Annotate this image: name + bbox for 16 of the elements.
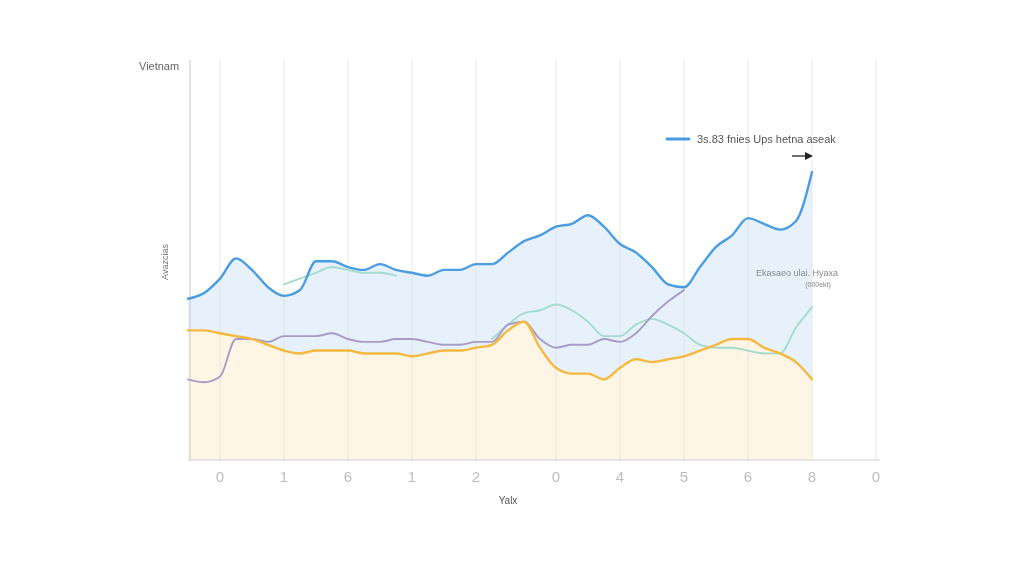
annotation: Ekasaeo ulai. Hyaxa <box>755 268 839 278</box>
chart-title: Vietnam <box>139 60 180 72</box>
x-tick-label: 5 <box>679 468 689 485</box>
x-tick-label: 0 <box>215 468 225 485</box>
legend-label: 3s.83 fnies Ups hetna aseak <box>697 133 837 145</box>
x-tick-label: 1 <box>407 468 417 485</box>
x-tick-label: 6 <box>743 468 753 485</box>
x-tick-label: 1 <box>279 468 289 485</box>
x-tick-label: 6 <box>343 468 353 485</box>
x-tick-label: 2 <box>471 468 481 485</box>
x-tick-label: 8 <box>807 468 817 485</box>
x-tick-label: 0 <box>551 468 561 485</box>
x-tick-label: 0 <box>871 468 881 485</box>
x-tick-label: 4 <box>615 468 625 485</box>
x-axis-title: Yalx <box>498 495 518 506</box>
y-axis-title: Avazcias <box>160 243 170 280</box>
